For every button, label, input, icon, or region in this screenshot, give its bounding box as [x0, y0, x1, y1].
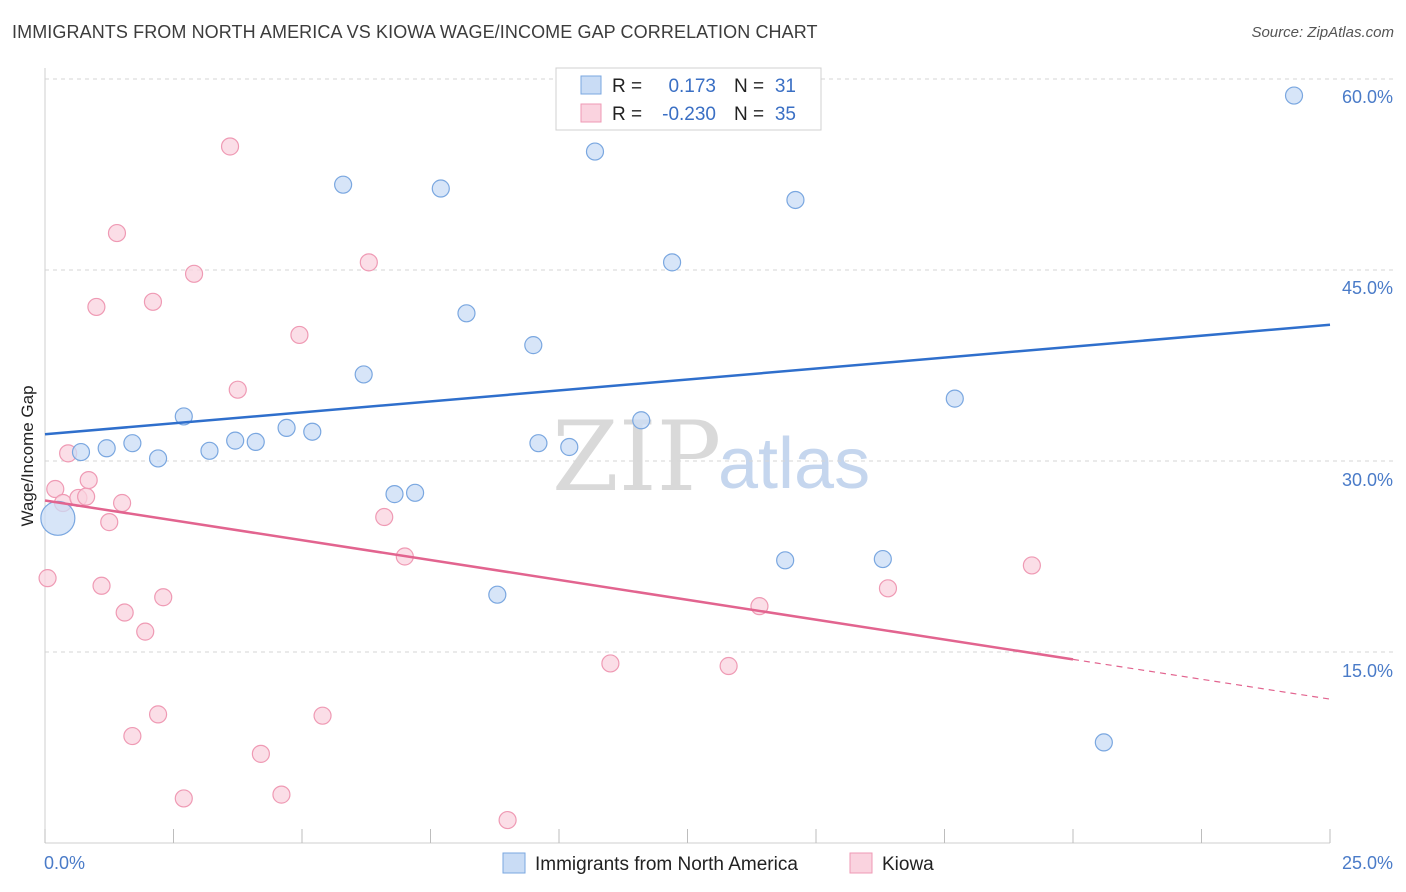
point-immigrants-30[interactable]: [1094, 733, 1113, 752]
point-immigrants-9[interactable]: [246, 432, 265, 451]
point-immigrants-16[interactable]: [431, 179, 450, 198]
point-kiowa-20[interactable]: [184, 264, 204, 283]
point-kiowa-19[interactable]: [174, 789, 193, 808]
stats-swatch-pink: [580, 103, 602, 123]
y-tick-label-30: 30.0%: [1342, 470, 1393, 490]
source-credit: Source: ZipAtlas.com: [1251, 24, 1394, 41]
point-immigrants-27[interactable]: [786, 190, 805, 210]
point-kiowa-21[interactable]: [220, 137, 240, 156]
point-immigrants-28[interactable]: [873, 549, 892, 569]
y-tick-label-60: 60.0%: [1342, 87, 1393, 107]
point-immigrants-23[interactable]: [632, 411, 651, 430]
legend-label-blue[interactable]: Immigrants from North America: [535, 854, 798, 875]
point-kiowa-35[interactable]: [1022, 556, 1041, 575]
legend-swatch-pink[interactable]: [849, 852, 873, 874]
point-kiowa-14[interactable]: [123, 726, 142, 746]
y-tick-label-15: 15.0%: [1342, 661, 1393, 681]
point-immigrants-29[interactable]: [945, 389, 964, 408]
trend-lines: [44, 323, 1331, 700]
point-immigrants-10[interactable]: [277, 418, 296, 437]
point-kiowa-6[interactable]: [77, 487, 96, 506]
trend-line-kiowa-extension: [1072, 658, 1331, 700]
point-immigrants-14[interactable]: [385, 485, 404, 504]
watermark-atlas: atlas: [718, 424, 870, 504]
point-kiowa-18[interactable]: [154, 588, 173, 607]
point-kiowa-2[interactable]: [46, 479, 65, 499]
stats-n-label-pink: N =: [734, 104, 764, 125]
y-axis-title: Wage/Income Gap: [18, 385, 37, 526]
point-kiowa-16[interactable]: [143, 292, 163, 311]
point-immigrants-18[interactable]: [488, 585, 507, 604]
point-immigrants-12[interactable]: [334, 175, 353, 194]
stats-n-label-blue: N =: [734, 76, 764, 97]
data-points: [38, 86, 1304, 830]
point-kiowa-31[interactable]: [601, 654, 620, 673]
point-immigrants-15[interactable]: [405, 483, 425, 502]
point-immigrants-3[interactable]: [97, 439, 116, 458]
x-tick-label-max: 25.0%: [1342, 853, 1393, 873]
legend: Immigrants from North America Kiowa: [502, 852, 934, 875]
point-immigrants-11[interactable]: [303, 422, 322, 441]
stats-r-value-blue: 0.173: [668, 76, 716, 97]
point-immigrants-5[interactable]: [148, 449, 168, 468]
point-kiowa-8[interactable]: [87, 297, 106, 317]
stats-box: R = 0.173 N = 31 R = -0.230 N = 35: [555, 67, 822, 131]
chart-title: IMMIGRANTS FROM NORTH AMERICA VS KIOWA W…: [12, 22, 818, 42]
point-kiowa-28[interactable]: [375, 507, 394, 527]
axes: [44, 68, 1331, 844]
point-kiowa-13[interactable]: [115, 603, 134, 622]
trend-line-immigrants: [44, 323, 1331, 436]
point-kiowa-34[interactable]: [878, 579, 898, 598]
point-immigrants-2[interactable]: [71, 442, 91, 462]
legend-swatch-blue[interactable]: [502, 852, 526, 874]
point-immigrants-8[interactable]: [226, 431, 245, 450]
x-tick-label-min: 0.0%: [44, 853, 85, 873]
point-immigrants-24[interactable]: [662, 253, 682, 272]
point-kiowa-26[interactable]: [313, 706, 332, 725]
point-immigrants-17[interactable]: [457, 304, 476, 323]
point-kiowa-17[interactable]: [148, 705, 168, 724]
stats-r-label-pink: R =: [612, 104, 642, 125]
point-immigrants-6[interactable]: [174, 407, 193, 426]
point-kiowa-22[interactable]: [228, 380, 247, 399]
point-immigrants-20[interactable]: [529, 434, 548, 453]
point-immigrants-7[interactable]: [200, 441, 219, 460]
point-kiowa-24[interactable]: [272, 785, 291, 804]
point-kiowa-30[interactable]: [498, 810, 517, 830]
legend-label-pink[interactable]: Kiowa: [882, 854, 934, 875]
point-kiowa-9[interactable]: [92, 576, 111, 595]
point-immigrants-22[interactable]: [585, 142, 605, 161]
point-kiowa-27[interactable]: [359, 253, 378, 272]
stats-r-label-blue: R =: [612, 76, 642, 97]
point-kiowa-32[interactable]: [719, 656, 738, 676]
stats-r-value-pink: -0.230: [662, 104, 716, 125]
point-kiowa-15[interactable]: [136, 622, 155, 641]
point-kiowa-11[interactable]: [107, 223, 127, 243]
point-immigrants-26[interactable]: [776, 551, 795, 570]
point-kiowa-25[interactable]: [290, 325, 309, 345]
point-kiowa-1[interactable]: [38, 569, 57, 588]
stats-n-value-blue: 31: [775, 76, 796, 97]
point-immigrants-13[interactable]: [354, 365, 373, 384]
point-immigrants-4[interactable]: [123, 434, 142, 453]
trend-line-kiowa: [44, 499, 1074, 661]
point-immigrants-31[interactable]: [1284, 86, 1304, 105]
point-immigrants-21[interactable]: [560, 437, 579, 457]
y-tick-label-45: 45.0%: [1342, 278, 1393, 298]
point-kiowa-23[interactable]: [251, 744, 270, 763]
point-kiowa-10[interactable]: [100, 513, 119, 532]
stats-swatch-blue: [580, 75, 602, 95]
gridlines: [45, 78, 1393, 653]
stats-n-value-pink: 35: [775, 104, 796, 125]
point-immigrants-1[interactable]: [40, 500, 76, 536]
point-immigrants-19[interactable]: [524, 336, 543, 355]
point-kiowa-12[interactable]: [112, 493, 132, 513]
point-kiowa-7[interactable]: [79, 471, 98, 490]
